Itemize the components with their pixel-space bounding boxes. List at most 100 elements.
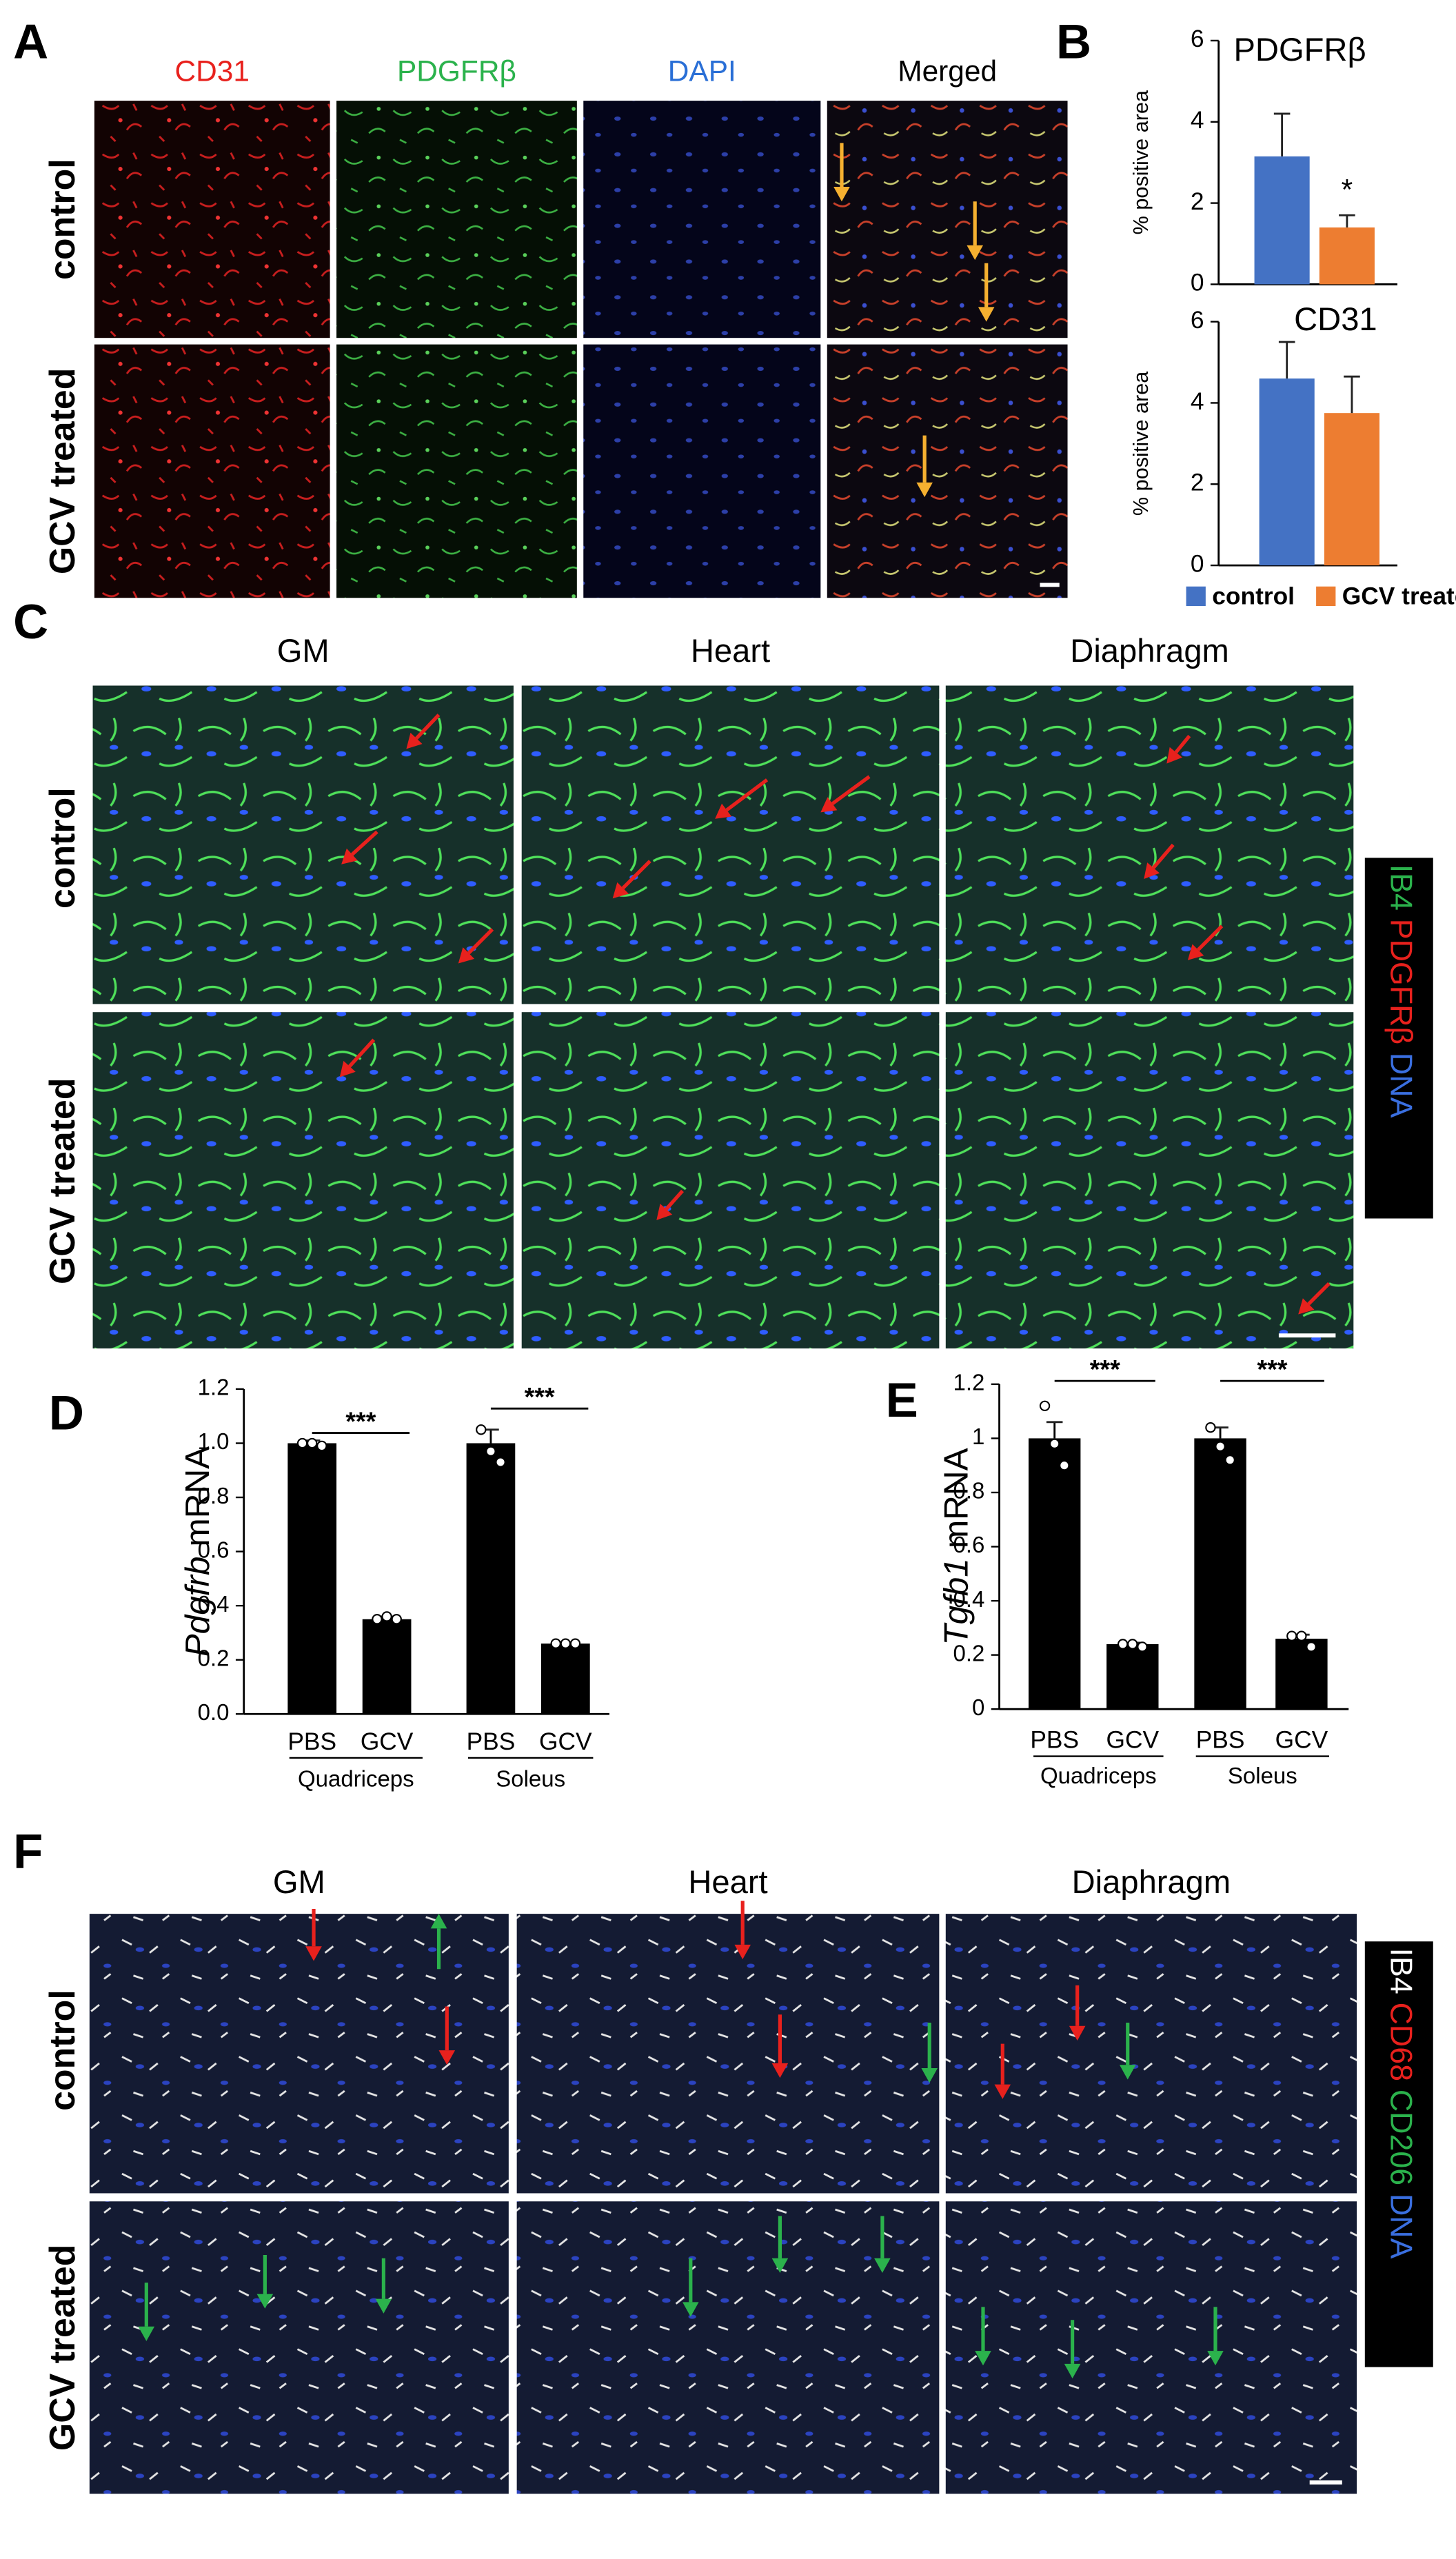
data-point: [1286, 1630, 1297, 1641]
data-point: [1059, 1460, 1070, 1471]
arrow-head: [921, 2068, 938, 2083]
arrow-shaft: [415, 714, 441, 740]
bar: [287, 1443, 337, 1715]
legend: IB4 PDGFRβ DNA: [1384, 864, 1418, 1118]
y-axis-label-gene: Pdgfrb: [179, 1557, 216, 1657]
data-point: [1118, 1639, 1129, 1650]
row-label: control: [42, 1990, 82, 2111]
y-axis-label: Pdgfrb mRNA: [179, 1446, 216, 1657]
legend-entry: DNA: [1384, 2194, 1418, 2259]
arrow: [682, 2258, 699, 2317]
significance: *: [1342, 173, 1353, 205]
x-tick-label: PBS: [467, 1728, 516, 1755]
bar: [1194, 1438, 1246, 1710]
column-label: CD31: [175, 54, 250, 87]
arrow-head: [820, 797, 838, 813]
y-tick-label: 0.2: [953, 1640, 984, 1666]
arrow-shaft: [665, 1189, 684, 1211]
arrow: [1069, 1985, 1086, 2041]
data-point: [316, 1440, 327, 1452]
legend-box: [1364, 1941, 1433, 2367]
y-tick-label: 0.6: [198, 1537, 230, 1562]
column-label: Heart: [688, 1863, 767, 1900]
arrow: [1298, 1282, 1331, 1315]
chart-title: PDGFRβ: [1234, 31, 1366, 68]
x-tick-label: GCV: [539, 1728, 592, 1755]
y-tick-label: 0.4: [198, 1591, 230, 1617]
arrow-head: [438, 2050, 456, 2065]
arrow-shaft: [1174, 734, 1191, 753]
y-tick-label: 1: [972, 1424, 984, 1449]
arrow-head: [715, 803, 732, 819]
arrow-head: [339, 1060, 356, 1078]
arrow-shaft: [621, 860, 651, 890]
column-label: Diaphragm: [1072, 1863, 1231, 1900]
column-label: GM: [273, 1863, 325, 1900]
arrow-head: [1069, 2025, 1086, 2041]
group-label: Soleus: [496, 1766, 565, 1792]
panel-letter: F: [13, 1824, 43, 1879]
y-tick-label: 1.2: [198, 1375, 230, 1400]
y-tick-label: 6: [1191, 26, 1204, 52]
y-tick-label: 0.6: [953, 1532, 984, 1557]
y-tick-label: 2: [1191, 188, 1204, 215]
arrow-head: [458, 947, 475, 964]
arrow-head: [1144, 862, 1160, 879]
bar: [1028, 1438, 1081, 1710]
arrow: [975, 2307, 991, 2366]
arrow-head: [967, 245, 983, 261]
data-point: [485, 1446, 496, 1457]
micrograph: [583, 101, 821, 338]
arrow: [305, 1909, 322, 1961]
arrow: [430, 1914, 447, 1970]
arrow-head: [1119, 2065, 1136, 2080]
arrow-shaft: [348, 1038, 376, 1068]
arrow-head: [430, 1914, 447, 1929]
arrow-head: [375, 2298, 392, 2314]
micrograph: [516, 2201, 940, 2494]
arrow: [341, 830, 378, 864]
x-tick-label: PBS: [1030, 1727, 1079, 1754]
arrow: [1064, 2320, 1081, 2379]
arrow-head: [1064, 2363, 1081, 2379]
legend-label: GCV treated: [1342, 583, 1456, 610]
group-label: Soleus: [1228, 1763, 1297, 1788]
arrow-head: [975, 2351, 991, 2366]
error-bar: [1339, 214, 1355, 227]
row-label: GCV treated: [42, 1078, 82, 1285]
y-axis-label: Tgfb1 mRNA: [938, 1448, 975, 1645]
arrow-head: [682, 2302, 699, 2317]
bar: [1319, 227, 1375, 285]
arrow-shaft: [351, 830, 378, 856]
arrow-head: [916, 482, 933, 498]
arrow: [438, 2006, 456, 2065]
y-axis-label-unit: mRNA: [179, 1446, 216, 1547]
arrow: [771, 2014, 789, 2078]
arrow-head: [406, 732, 423, 749]
error-bar: [1344, 375, 1360, 414]
y-tick-label: 4: [1191, 388, 1204, 415]
data-point: [550, 1638, 561, 1649]
micrograph: [521, 685, 940, 1004]
data-point: [560, 1638, 571, 1649]
row-label: control: [42, 787, 82, 909]
micrograph: [945, 685, 1354, 1004]
panel-letter: E: [886, 1373, 918, 1427]
group-label: Quadriceps: [298, 1766, 414, 1792]
arrow: [406, 714, 441, 749]
y-tick-label: 0.0: [198, 1699, 230, 1725]
y-tick-label: 0: [972, 1695, 984, 1720]
arrow-head: [994, 2084, 1011, 2099]
arrow: [994, 2043, 1011, 2099]
legend-box: [1364, 858, 1433, 1219]
arrow-shaft: [725, 778, 769, 812]
arrow-head: [1207, 2351, 1224, 2366]
arrow: [874, 2216, 891, 2273]
arrow: [916, 435, 933, 498]
legend-entry: DNA: [1384, 1053, 1418, 1118]
micrograph: [827, 344, 1068, 598]
data-point: [1296, 1630, 1307, 1641]
data-point: [495, 1457, 506, 1468]
arrow-head: [1298, 1298, 1315, 1315]
arrow-shaft: [1307, 1282, 1331, 1306]
